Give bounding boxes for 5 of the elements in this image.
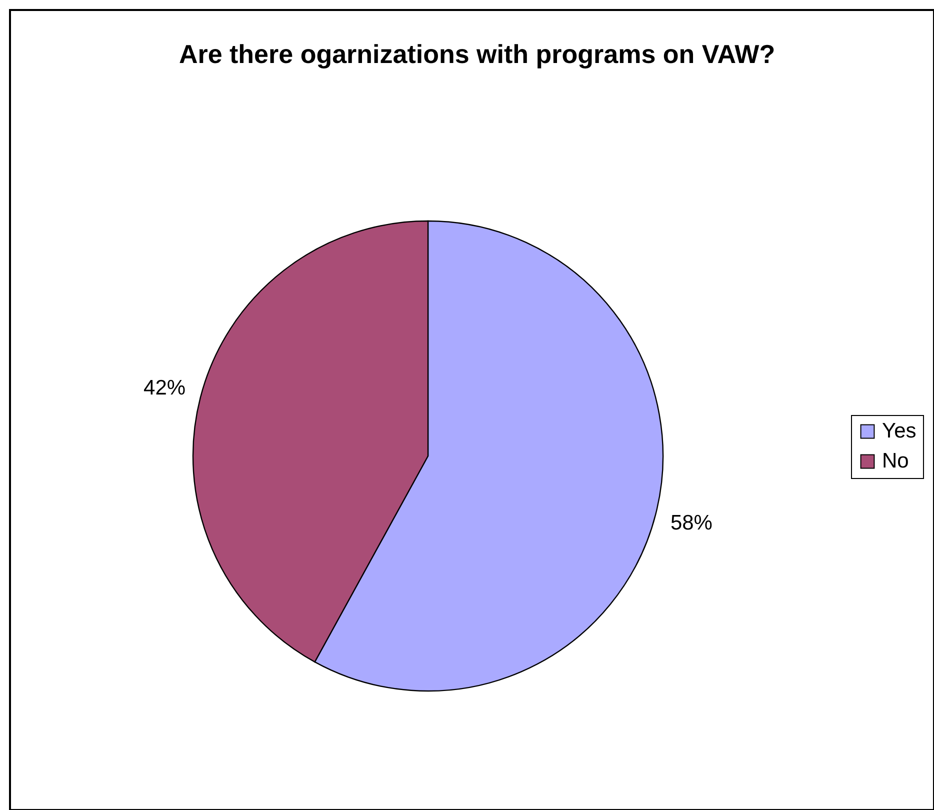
legend-label: Yes bbox=[882, 420, 916, 442]
legend-label: No bbox=[882, 450, 909, 472]
data-label: 42% bbox=[144, 376, 186, 400]
data-label: 58% bbox=[670, 512, 712, 535]
chart-title: Are there ogarnizations with programs on VAW? bbox=[178, 39, 776, 69]
